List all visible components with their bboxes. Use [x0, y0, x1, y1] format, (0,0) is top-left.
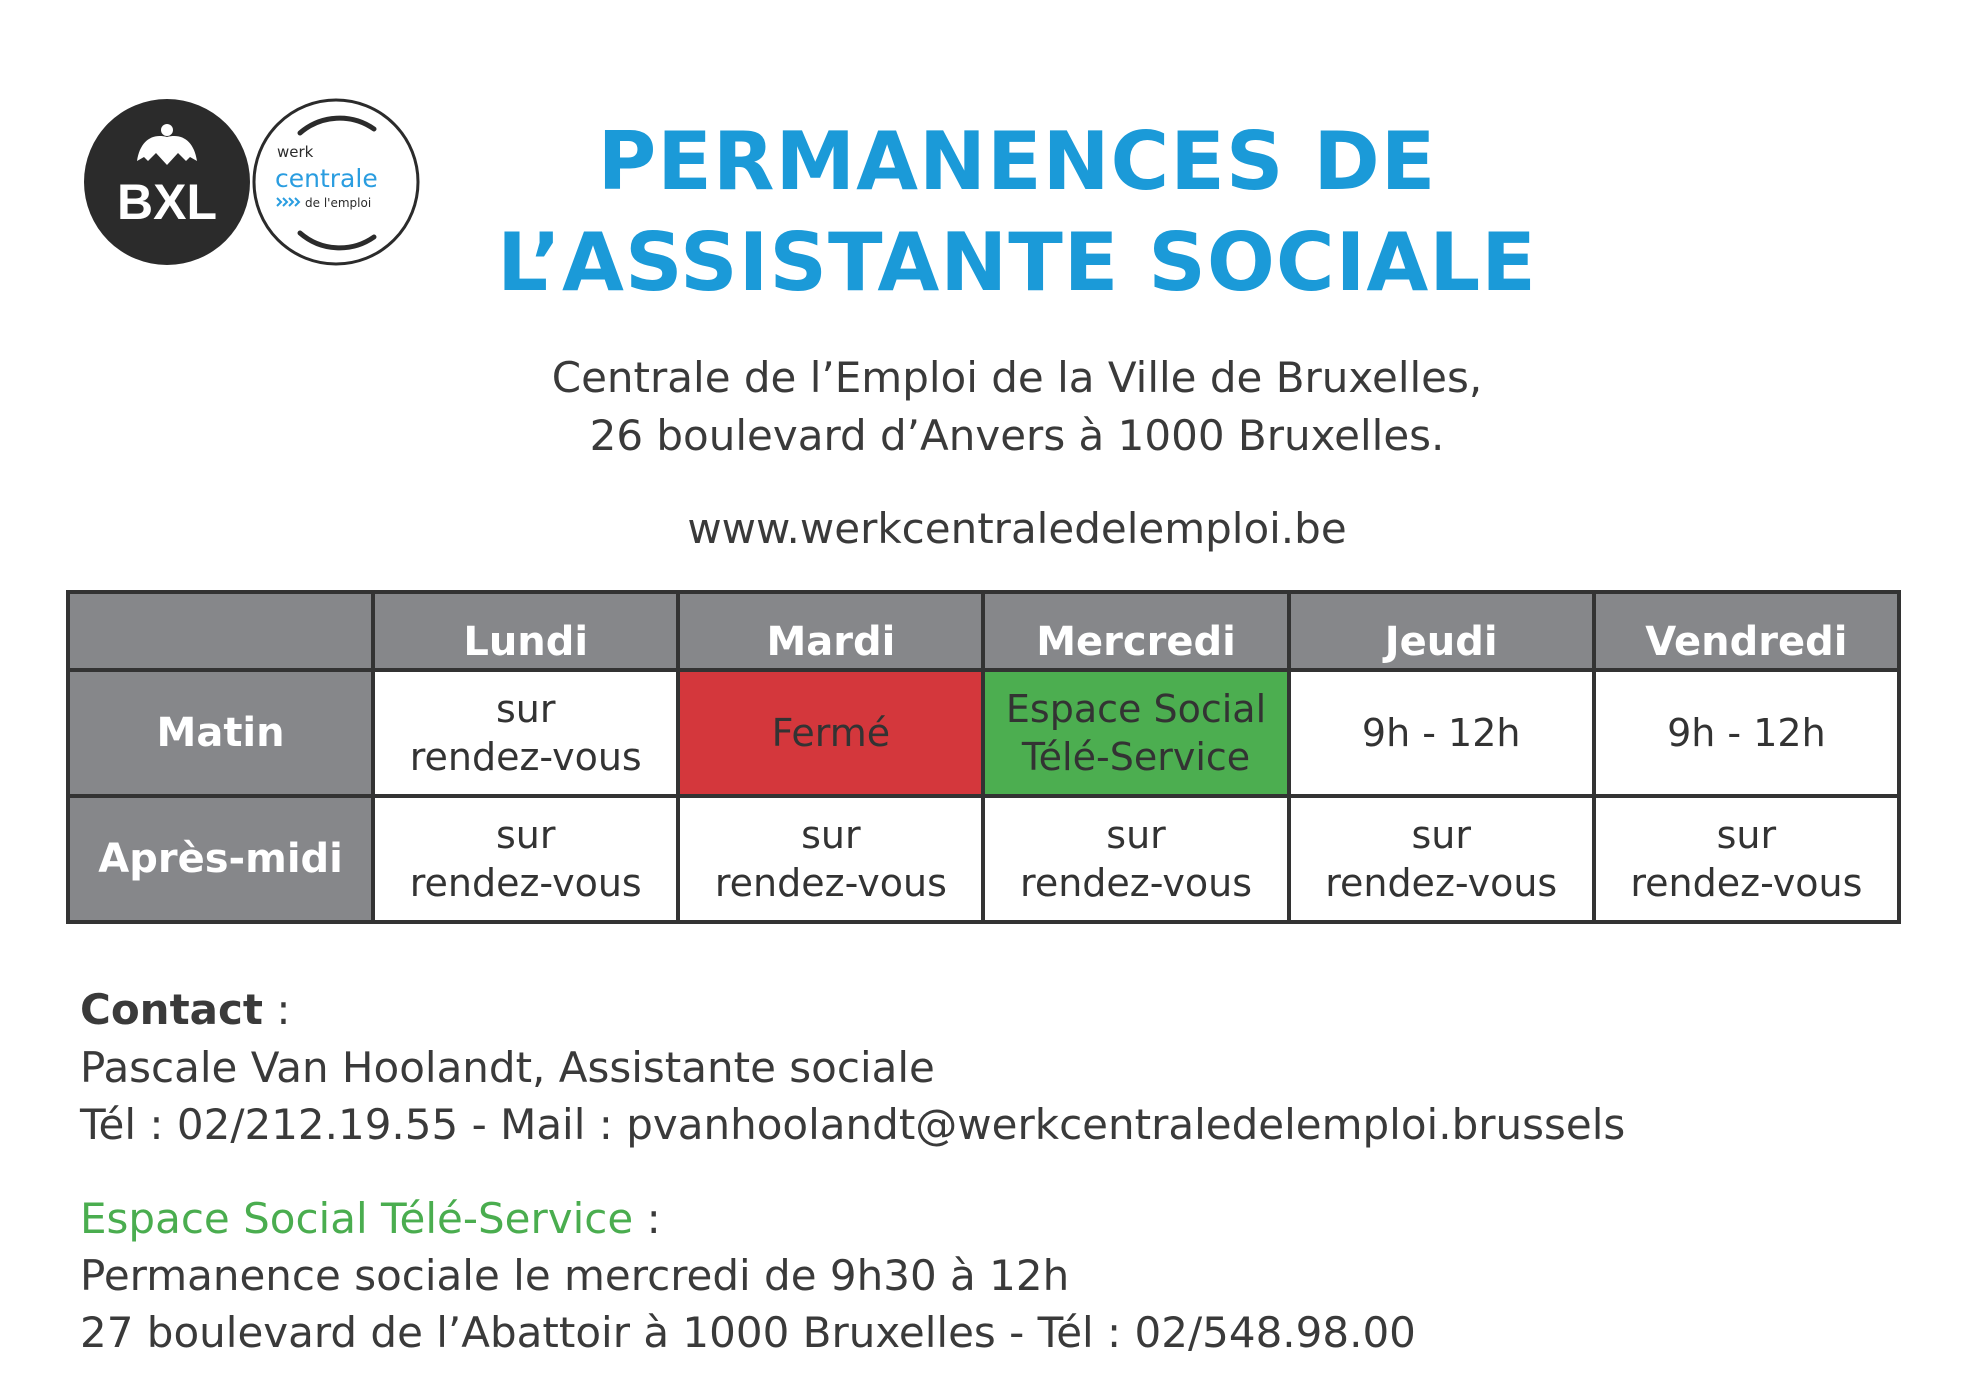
centrale-logo-text: centrale — [275, 164, 378, 193]
website-link[interactable]: www.werkcentraledelemploi.be — [687, 504, 1347, 553]
cell-text: Télé-Service — [1021, 735, 1251, 779]
day-header: Lundi — [371, 590, 681, 672]
schedule-cell: sur rendez-vous — [371, 794, 681, 924]
day-header: Mercredi — [981, 590, 1291, 672]
cell-text: rendez-vous — [409, 861, 642, 905]
angel-icon — [137, 124, 197, 165]
espace-line-2: 27 boulevard de l’Abattoir à 1000 Bruxel… — [80, 1308, 1416, 1357]
espace-label: Espace Social Télé-Service — [80, 1194, 634, 1243]
period-label: Après-midi — [65, 794, 376, 924]
logo: BXL werk centrale de l'emploi — [84, 98, 420, 266]
address-line-1: Centrale de l’Emploi de la Ville de Brux… — [551, 353, 1483, 402]
cell-text: rendez-vous — [1020, 861, 1253, 905]
schedule-table: Lundi Mardi Mercredi Jeudi Vendredi Mati… — [65, 590, 1902, 924]
colon: : — [633, 1194, 661, 1243]
contact-name: Pascale Van Hoolandt, Assistante sociale — [80, 1043, 935, 1092]
werk-logo-text: werk — [277, 143, 314, 161]
cell-text: Fermé — [771, 711, 891, 755]
cell-text: sur — [495, 687, 556, 731]
espace-heading: Espace Social Télé-Service : — [80, 1193, 661, 1245]
cell-text: sur — [1716, 813, 1777, 857]
schedule-cell: sur rendez-vous — [1591, 794, 1902, 924]
contact-phone-mail: Tél : 02/212.19.55 - Mail : pvanhoolandt… — [80, 1100, 1626, 1149]
de-lemploi-logo-text: de l'emploi — [305, 196, 371, 210]
day-header: Vendredi — [1591, 590, 1902, 672]
cell-text: 9h - 12h — [1361, 711, 1521, 755]
day-header: Jeudi — [1286, 590, 1596, 672]
table-row: Matin sur rendez-vous Fermé Espace Social Tél… — [65, 668, 1902, 798]
schedule-cell: 9h - 12h — [1591, 668, 1902, 798]
colon: : — [262, 985, 291, 1034]
title-line-2: L’ASSISTANTE SOCIALE — [497, 216, 1537, 309]
schedule-cell: 9h - 12h — [1286, 668, 1596, 798]
schedule-cell: sur rendez-vous — [676, 794, 986, 924]
cell-text: Espace Social — [1005, 687, 1267, 731]
table-header-row: Lundi Mardi Mercredi Jeudi Vendredi — [65, 590, 1902, 672]
schedule-cell: sur rendez-vous — [981, 794, 1291, 924]
period-label: Matin — [65, 668, 376, 798]
arrows-icon — [276, 197, 301, 207]
table-row: Après-midi sur rendez-vous sur rendez-vous su… — [65, 794, 1902, 924]
corner-cell — [65, 590, 376, 672]
schedule-cell: sur rendez-vous — [1286, 794, 1596, 924]
title-line-1: PERMANENCES DE — [597, 115, 1437, 208]
cell-text: sur — [801, 813, 861, 857]
cell-text: sur — [1106, 813, 1166, 857]
cell-text: rendez-vous — [714, 861, 947, 905]
cell-text: rendez-vous — [409, 735, 642, 779]
contact-label: Contact — [80, 985, 263, 1034]
address-line-2: 26 boulevard d’Anvers à 1000 Bruxelles. — [589, 411, 1445, 460]
schedule-cell: Fermé — [676, 668, 986, 798]
contact-heading: Contact : — [80, 984, 291, 1036]
day-header: Mardi — [676, 590, 986, 672]
cell-text: rendez-vous — [1630, 861, 1863, 905]
cell-text: sur — [1411, 813, 1471, 857]
schedule-cell: sur rendez-vous — [371, 668, 681, 798]
espace-line-1: Permanence sociale le mercredi de 9h30 à… — [80, 1251, 1070, 1300]
bxl-logo-text: BXL — [117, 174, 217, 230]
cell-text: 9h - 12h — [1667, 711, 1826, 755]
cell-text: rendez-vous — [1325, 861, 1558, 905]
schedule-cell: Espace Social Télé-Service — [981, 668, 1291, 798]
cell-text: sur — [495, 813, 556, 857]
